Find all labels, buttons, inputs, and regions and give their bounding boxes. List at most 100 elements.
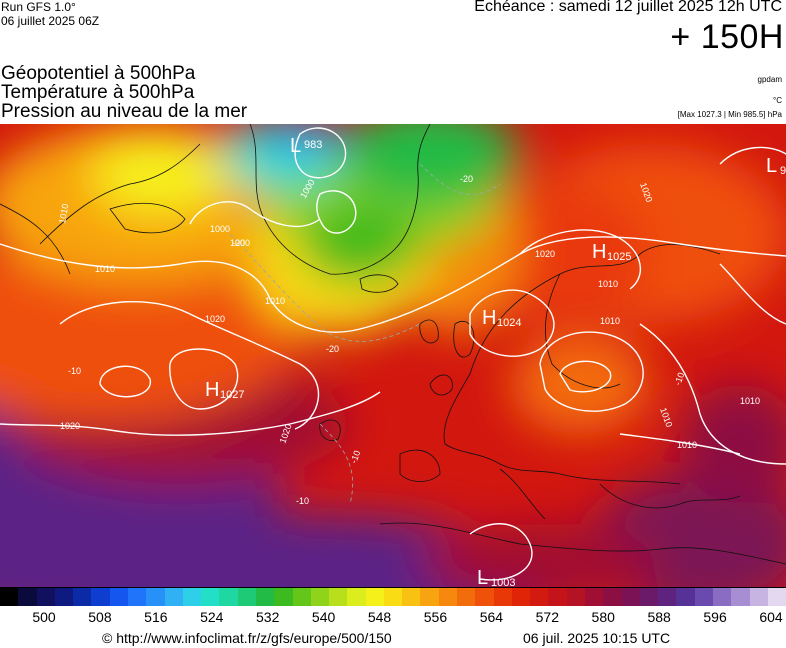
color-scale-ticks: 500 508 516 524 532 540 548 556 564 572 580 588 596 6… <box>0 609 786 627</box>
color-scale-tick: 532 <box>256 609 280 625</box>
color-swatch <box>146 588 165 606</box>
forecast-valid-time: Echéance : samedi 12 juillet 2025 12h UT… <box>474 0 782 15</box>
color-swatch <box>127 588 147 606</box>
isobar-label: 1010 <box>600 316 620 326</box>
color-scale-tick: 564 <box>479 609 504 625</box>
color-scale-tick: 556 <box>423 609 448 625</box>
isobar-label: 1000 <box>230 238 250 248</box>
source-url: © http://www.infoclimat.fr/z/gfs/europe/… <box>102 630 392 646</box>
color-swatch <box>457 588 476 606</box>
color-swatch <box>420 588 439 606</box>
color-swatch <box>511 588 531 606</box>
color-swatch <box>639 588 659 606</box>
temperature-label: -20 <box>326 344 339 354</box>
isobar-label: 1010 <box>95 264 115 274</box>
isobar-label: 1010 <box>57 203 70 224</box>
temperature-value-labels: -20 -20 -20 -10 -10 -10 -10 <box>68 174 686 506</box>
isobar-label: 1020 <box>535 249 555 259</box>
low-center-symbol: L <box>477 567 488 587</box>
color-scale-tick: 604 <box>759 609 783 625</box>
low-center-symbol: L <box>290 135 301 157</box>
color-scale-tick: 596 <box>703 609 727 625</box>
isobar-label: 1020 <box>205 314 225 324</box>
color-scale-tick: 588 <box>647 609 671 625</box>
color-swatch <box>255 588 275 606</box>
unit-temperature: °C <box>773 96 782 105</box>
color-swatch <box>548 588 567 606</box>
temperature-label: -10 <box>348 449 362 465</box>
color-scale-tick: 580 <box>591 609 615 625</box>
color-swatch <box>54 588 74 606</box>
high-center-symbol: H <box>205 379 219 401</box>
parameter-pressure: Pression au niveau de la mer <box>1 101 248 122</box>
weather-map: L 983 H 1027 H 1024 H 1025 L 1003 L 9 10… <box>0 124 786 587</box>
parameter-temperature: Température à 500hPa <box>1 82 195 103</box>
color-swatch <box>767 588 786 606</box>
color-swatch <box>621 588 640 606</box>
color-swatch <box>219 588 238 606</box>
color-swatch <box>310 588 330 606</box>
color-swatch <box>73 588 92 606</box>
high-center-value: 1025 <box>607 251 631 263</box>
color-scale-bar <box>0 587 786 606</box>
unit-geopotential: gpdam <box>757 75 782 84</box>
color-swatch <box>91 588 110 606</box>
temperature-isotherms <box>229 163 501 505</box>
high-center-symbol: H <box>592 241 606 263</box>
parameter-geopotential: Géopotentiel à 500hPa <box>1 63 196 84</box>
color-swatch <box>274 588 293 606</box>
color-scale-tick: 500 <box>32 609 56 625</box>
color-swatch <box>694 588 713 606</box>
color-scale-tick: 572 <box>535 609 559 625</box>
low-center-value: 983 <box>304 139 322 151</box>
color-swatch <box>658 588 677 606</box>
color-swatch <box>475 588 494 606</box>
color-swatch <box>712 588 732 606</box>
color-swatch <box>603 588 622 606</box>
isobar-label: 1010 <box>598 279 618 289</box>
color-swatch <box>585 588 604 606</box>
temperature-label: -10 <box>68 366 81 376</box>
coastlines <box>0 124 786 565</box>
temperature-label: -10 <box>296 496 309 506</box>
color-swatch <box>383 588 403 606</box>
color-scale-tick: 524 <box>200 609 224 625</box>
isobar-label: 1010 <box>265 296 285 306</box>
color-swatch <box>182 588 202 606</box>
color-swatch <box>18 588 37 606</box>
color-swatch <box>292 588 311 606</box>
lead-time-label: + 150H <box>670 18 784 56</box>
color-swatch <box>237 588 256 606</box>
color-swatch <box>676 588 695 606</box>
run-date-label: 06 juillet 2025 06Z <box>1 14 100 28</box>
temperature-label: -20 <box>232 238 245 248</box>
color-scale-tick: 548 <box>367 609 392 625</box>
high-center-value: 1024 <box>497 317 521 329</box>
high-center-value: 1027 <box>220 389 244 401</box>
low-center-symbol: L <box>766 155 777 177</box>
isobar-label: 1010 <box>677 440 697 450</box>
color-swatch <box>402 588 421 606</box>
isobars <box>0 127 786 581</box>
color-swatch <box>749 588 768 606</box>
color-swatch <box>0 588 19 606</box>
geopotential-field <box>0 124 786 587</box>
color-swatch <box>493 588 512 606</box>
color-swatch <box>365 588 384 606</box>
color-scale-tick: 508 <box>88 609 112 625</box>
color-swatch <box>201 588 220 606</box>
color-scale-tick: 540 <box>311 609 336 625</box>
run-model-label: Run GFS 1.0° <box>1 0 76 14</box>
color-swatch <box>347 588 366 606</box>
unit-pressure-range: [Max 1027.3 | Min 985.5] hPa <box>677 110 782 119</box>
pressure-center-labels: L 983 H 1027 H 1024 H 1025 L 1003 L 9 <box>205 135 786 587</box>
low-center-value: 1003 <box>491 577 515 587</box>
color-swatch <box>329 588 348 606</box>
temperature-label: -20 <box>460 174 473 184</box>
low-center-value: 9 <box>780 165 786 177</box>
color-swatch <box>438 588 458 606</box>
color-swatch <box>530 588 549 606</box>
color-swatch <box>36 588 55 606</box>
temperature-label: -10 <box>672 371 686 387</box>
isobar-label: 1010 <box>740 396 760 406</box>
